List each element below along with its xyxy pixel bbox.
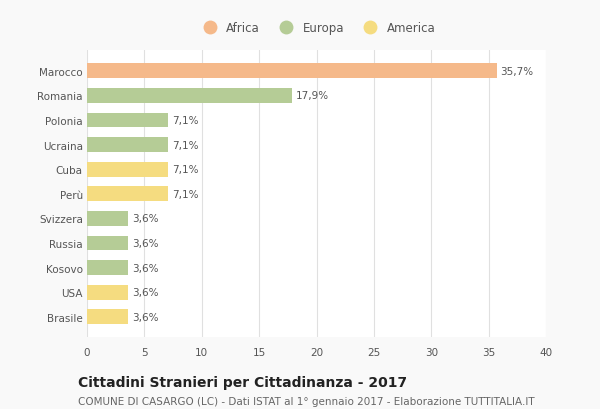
Text: 7,1%: 7,1% xyxy=(172,189,199,199)
Bar xyxy=(87,113,169,128)
Bar xyxy=(87,211,128,226)
Bar xyxy=(87,138,169,153)
Bar xyxy=(87,285,128,300)
Text: 7,1%: 7,1% xyxy=(172,140,199,150)
Text: 17,9%: 17,9% xyxy=(296,91,329,101)
Text: COMUNE DI CASARGO (LC) - Dati ISTAT al 1° gennaio 2017 - Elaborazione TUTTITALIA: COMUNE DI CASARGO (LC) - Dati ISTAT al 1… xyxy=(78,396,535,406)
Bar xyxy=(87,236,128,251)
Bar xyxy=(87,89,292,103)
Text: 7,1%: 7,1% xyxy=(172,116,199,126)
Text: 3,6%: 3,6% xyxy=(132,312,158,322)
Text: 7,1%: 7,1% xyxy=(172,165,199,175)
Legend: Africa, Europa, America: Africa, Europa, America xyxy=(193,17,440,39)
Bar xyxy=(87,162,169,177)
Text: 3,6%: 3,6% xyxy=(132,263,158,273)
Text: 35,7%: 35,7% xyxy=(500,67,533,76)
Bar xyxy=(87,261,128,275)
Bar xyxy=(87,187,169,202)
Text: Cittadini Stranieri per Cittadinanza - 2017: Cittadini Stranieri per Cittadinanza - 2… xyxy=(78,375,407,389)
Bar xyxy=(87,64,497,79)
Text: 3,6%: 3,6% xyxy=(132,288,158,297)
Text: 3,6%: 3,6% xyxy=(132,238,158,248)
Bar xyxy=(87,310,128,324)
Text: 3,6%: 3,6% xyxy=(132,214,158,224)
